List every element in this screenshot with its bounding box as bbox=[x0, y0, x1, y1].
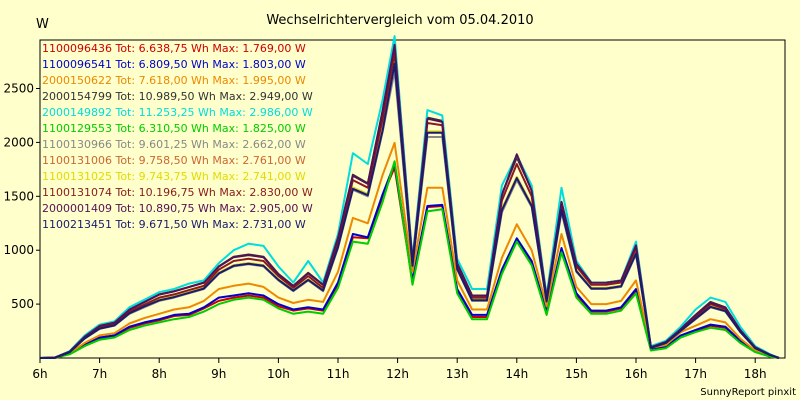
legend-entry-1100130966: 1100130966 Tot: 9.601,25 Wh Max: 2.662,0… bbox=[42, 138, 306, 151]
x-tick-label: 6h bbox=[32, 367, 47, 381]
plot-area bbox=[39, 39, 786, 359]
x-tick-label: 16h bbox=[625, 367, 648, 381]
series-line-1100129553 bbox=[40, 160, 780, 359]
y-tick-label: 1500 bbox=[3, 189, 34, 203]
x-tick-label: 18h bbox=[744, 367, 767, 381]
legend-entry-1100213451: 1100213451 Tot: 9.671,50 Wh Max: 2.731,0… bbox=[42, 218, 306, 231]
x-tick-label: 12h bbox=[386, 367, 409, 381]
series-line-2000150622 bbox=[40, 141, 780, 359]
legend-entry-2000154799: 2000154799 Tot: 10.989,50 Wh Max: 2.949,… bbox=[42, 90, 313, 103]
y-axis-label: W bbox=[36, 17, 49, 32]
x-tick-label: 13h bbox=[446, 367, 469, 381]
y-tick-label: 1000 bbox=[3, 243, 34, 257]
y-tick-label: 2500 bbox=[3, 82, 34, 96]
x-tick-label: 7h bbox=[92, 367, 107, 381]
x-tick-label: 14h bbox=[505, 367, 528, 381]
x-tick-label: 17h bbox=[684, 367, 707, 381]
legend-entry-2000001409: 2000001409 Tot: 10.890,75 Wh Max: 2.905,… bbox=[42, 202, 313, 215]
legend-entry-1100131025: 1100131025 Tot: 9.743,75 Wh Max: 2.741,0… bbox=[42, 170, 306, 183]
chart-title: Wechselrichtervergleich vom 05.04.2010 bbox=[266, 13, 533, 28]
legend-entry-2000150622: 2000150622 Tot: 7.618,00 Wh Max: 1.995,0… bbox=[42, 74, 306, 87]
x-tick-label: 15h bbox=[565, 367, 588, 381]
legend-entry-1100131006: 1100131006 Tot: 9.758,50 Wh Max: 2.761,0… bbox=[42, 154, 306, 167]
series-line-1100213451 bbox=[40, 62, 780, 359]
x-tick-label: 11h bbox=[327, 367, 350, 381]
series-layer bbox=[39, 35, 780, 359]
x-tick-label: 8h bbox=[152, 367, 167, 381]
y-tick-label: 2000 bbox=[3, 135, 34, 149]
legend-entry-1100129553: 1100129553 Tot: 6.310,50 Wh Max: 1.825,0… bbox=[42, 122, 306, 135]
footer-credit: SunnyReport pinxit bbox=[700, 387, 796, 398]
x-tick-label: 10h bbox=[267, 367, 290, 381]
legend-entry-1100131074: 1100131074 Tot: 10.196,75 Wh Max: 2.830,… bbox=[42, 186, 313, 199]
legend-entry-1100096541: 1100096541 Tot: 6.809,50 Wh Max: 1.803,0… bbox=[42, 58, 306, 71]
y-tick-label: 500 bbox=[11, 297, 34, 311]
legend: 1100096436 Tot: 6.638,75 Wh Max: 1.769,0… bbox=[42, 42, 313, 231]
axes-layer: 6h 7h 8h 9h 10h 11h 12h 13h 14h 15h 16h 17h 18h 500 10… bbox=[3, 82, 766, 381]
x-tick-label: 9h bbox=[211, 367, 226, 381]
legend-entry-2000149892: 2000149892 Tot: 11.253,25 Wh Max: 2.986,… bbox=[42, 106, 313, 119]
legend-entry-1100096436: 1100096436 Tot: 6.638,75 Wh Max: 1.769,0… bbox=[42, 42, 306, 55]
